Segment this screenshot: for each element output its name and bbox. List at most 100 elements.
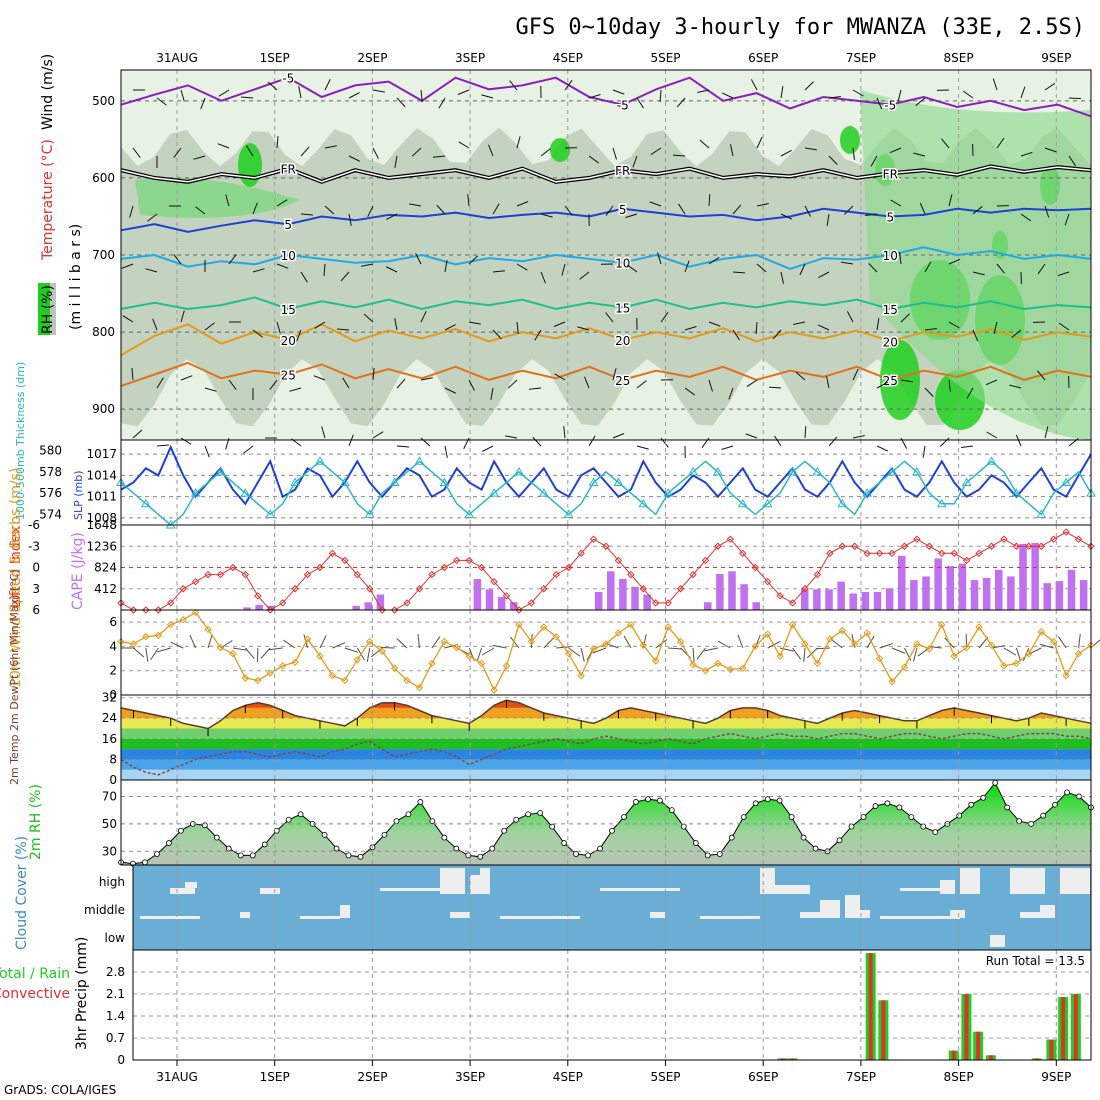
wind-barb	[750, 79, 758, 91]
lifted-index-marker	[303, 570, 312, 579]
wind-barb	[324, 145, 337, 149]
date-tick-label-bottom: 4SEP	[553, 1070, 583, 1084]
lifted-index-marker	[739, 549, 747, 558]
cape-bar	[946, 566, 955, 610]
wind-speed-marker	[154, 631, 163, 640]
lifted-index-marker	[962, 556, 971, 565]
cloud-block	[440, 868, 465, 894]
wind-barb	[699, 139, 710, 149]
wind-speed-marker	[440, 637, 449, 646]
cloud-block	[950, 910, 965, 918]
surface-wind-barb	[344, 647, 359, 653]
wind-barb	[721, 445, 734, 450]
cape-bar	[861, 591, 870, 610]
wind-barb	[228, 254, 237, 265]
lifted-index-marker	[204, 570, 212, 579]
rh-moist-patch	[238, 143, 262, 187]
cloud-block	[700, 916, 760, 919]
wind-barb	[732, 271, 746, 274]
wind-barb	[756, 263, 767, 273]
isotherm-label: -5	[282, 72, 294, 86]
slp-tick-label: 1017	[86, 447, 117, 461]
cape-bar	[885, 588, 894, 610]
surface-wind-barb	[655, 639, 668, 649]
rh-marker	[1004, 804, 1011, 811]
isotherm-label: 15	[615, 301, 630, 315]
wind-barb	[924, 261, 932, 273]
wind-barb	[204, 445, 210, 458]
wind-barb	[697, 89, 710, 93]
wind-speed-marker	[552, 633, 560, 641]
wind-barb	[708, 321, 721, 327]
lifted-index-marker	[229, 563, 237, 572]
rh-marker	[573, 851, 579, 857]
wind-speed-marker	[652, 657, 660, 665]
wind-speed-marker	[950, 652, 958, 660]
wind-barb	[1037, 370, 1046, 381]
rh-marker	[381, 831, 388, 838]
rh-marker	[716, 851, 723, 857]
lifted-index-marker	[167, 599, 175, 607]
wind-barb	[340, 271, 350, 282]
lifted-index-marker	[614, 556, 623, 565]
lifted-index-marker	[851, 542, 859, 550]
cloud-block	[240, 912, 250, 918]
wind-speed-marker	[975, 623, 983, 631]
wind-barb	[468, 321, 481, 325]
wind-barb	[492, 203, 500, 215]
cape-bar	[255, 604, 263, 610]
rh-line	[120, 781, 1092, 865]
wind-barb	[269, 379, 278, 390]
rh-marker	[525, 811, 532, 818]
wind-barb	[876, 97, 883, 110]
thickness-marker	[713, 466, 723, 476]
surface-wind-barb	[592, 647, 607, 654]
lifted-index-marker	[316, 563, 324, 572]
thickness-marker	[364, 509, 375, 518]
wind-barb	[940, 437, 950, 447]
surface-wind-barb	[1015, 647, 1022, 662]
wind-speed-marker	[490, 686, 498, 694]
wind-speed-marker	[913, 640, 921, 648]
rh-marker	[609, 827, 615, 834]
surface-wind-barb	[891, 647, 906, 654]
cape-bar	[982, 578, 991, 610]
slp-tick-label: 1011	[86, 490, 117, 504]
wind-barb	[540, 271, 546, 284]
lifted-index-marker	[776, 592, 784, 600]
wind-barb	[650, 147, 662, 155]
surface-wind-barb	[476, 647, 483, 662]
surface-wind-barb	[207, 634, 213, 649]
isotherm-label: 20	[883, 335, 898, 349]
cloud-cover-panel: high middle low	[84, 864, 1092, 951]
wind-barb	[529, 387, 542, 390]
rh-marker	[154, 851, 160, 857]
precip-convective-bar	[964, 994, 969, 1060]
cape-bar	[825, 589, 833, 610]
wind-barb	[684, 326, 697, 331]
wind-speed-marker	[142, 633, 150, 641]
wind-legend-label: Wind (m/s)	[40, 54, 56, 130]
rh-marker	[285, 816, 292, 823]
wind-tick-label: 0	[109, 688, 117, 702]
wind-barb	[298, 86, 302, 99]
wind-speed-marker	[639, 641, 648, 649]
wind-barb	[314, 321, 326, 329]
slp-tick-label: 1008	[86, 511, 117, 525]
wind-speed-marker	[465, 652, 473, 660]
isotherm-15	[120, 296, 1092, 311]
rh-band-gray	[121, 127, 1091, 427]
wind-tick-label: 2	[109, 664, 117, 678]
lifted-index-marker	[341, 556, 349, 565]
wind-barb	[612, 368, 617, 381]
surface-wind-barb	[417, 634, 420, 649]
cape-bar	[1007, 576, 1015, 610]
wind-barb	[444, 324, 456, 331]
cape-bar	[728, 571, 736, 610]
wind-barb	[444, 260, 448, 273]
wind-speed-marker	[415, 684, 424, 692]
wind-barb	[204, 322, 215, 331]
wind-barb	[204, 387, 217, 392]
wind-barb	[852, 147, 855, 160]
cape-bar	[510, 602, 518, 610]
